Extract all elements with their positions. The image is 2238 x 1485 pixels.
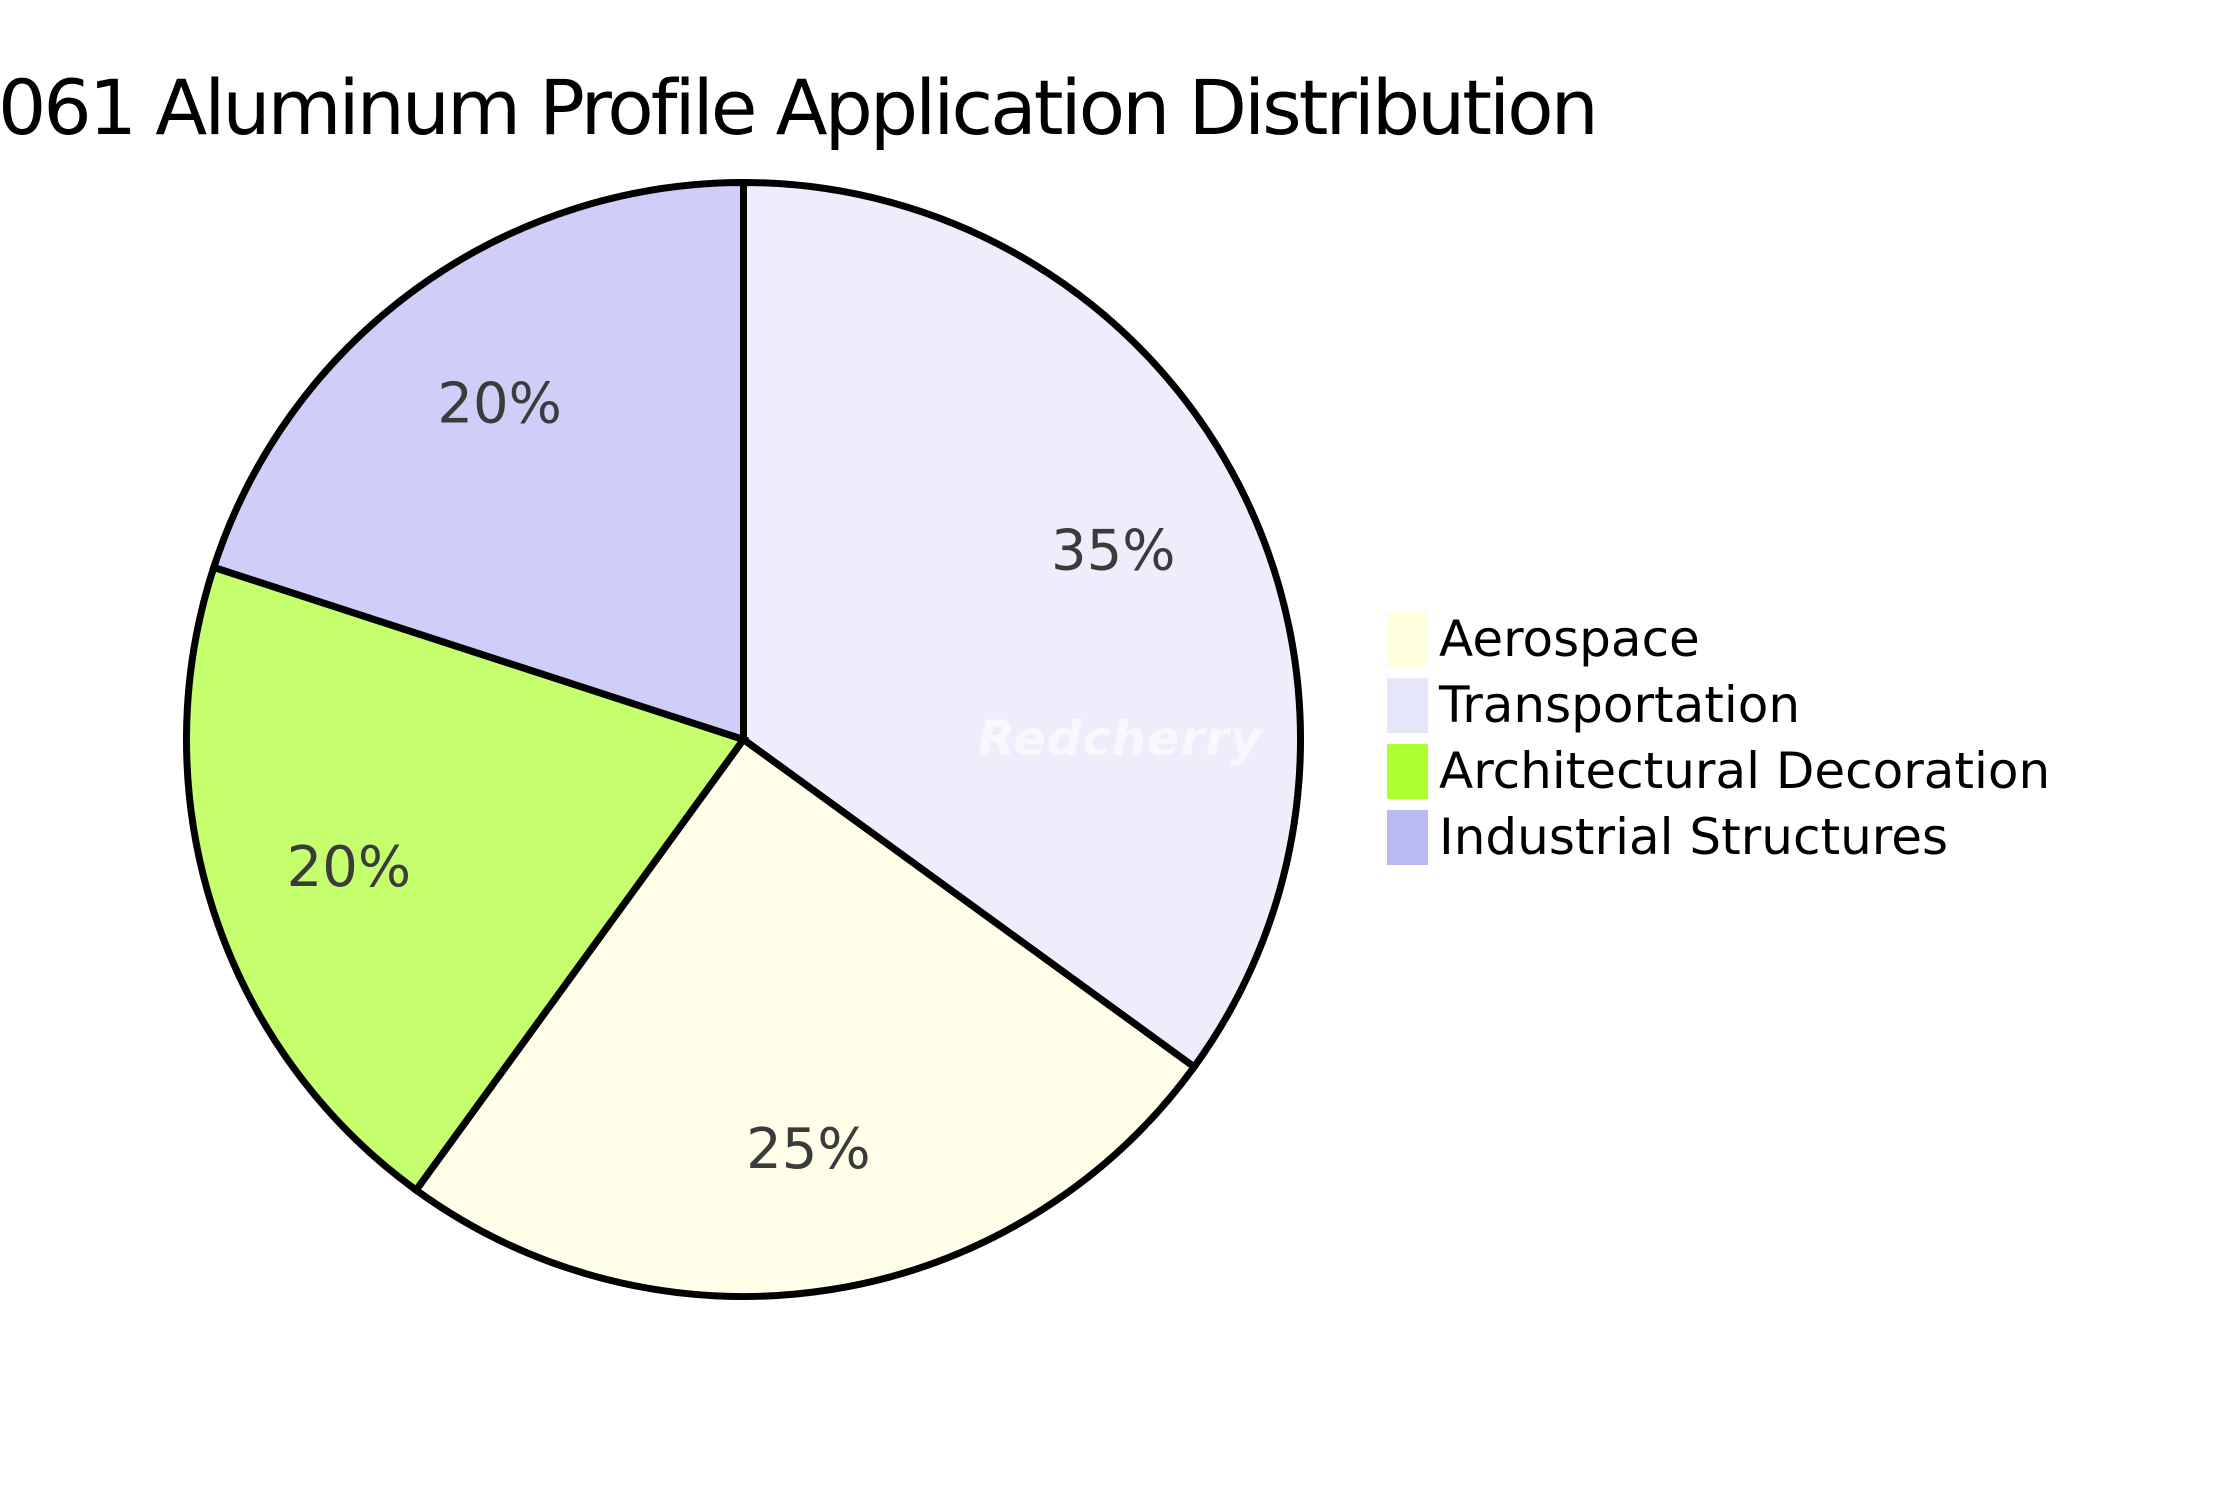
legend-swatch-industrial-structures <box>1387 809 1428 865</box>
legend-label-transportation: Transportation <box>1439 676 1801 734</box>
slice-percentage-label-aerospace: 25% <box>746 1117 870 1182</box>
pie-slice-transportation <box>740 178 1304 1072</box>
slice-percentage-label-transportation: 35% <box>1051 519 1175 584</box>
legend-swatch-architectural-decoration <box>1387 743 1428 799</box>
legend-item-industrial-structures: Industrial Structures <box>1387 804 2050 870</box>
legend-label-architectural-decoration: Architectural Decoration <box>1439 742 2051 800</box>
legend-swatch-aerospace <box>1387 611 1428 667</box>
slice-percentage-label-architectural-decoration: 20% <box>287 835 411 900</box>
slice-percentage-label-industrial-structures: 20% <box>437 371 561 436</box>
legend-item-aerospace: Aerospace <box>1387 606 2050 672</box>
pie-slice-architectural-decoration <box>182 562 750 1196</box>
legend-swatch-transportation <box>1387 677 1428 733</box>
legend-label-industrial-structures: Industrial Structures <box>1439 808 1949 866</box>
legend-label-aerospace: Aerospace <box>1439 610 1700 668</box>
legend: Aerospace Transportation Architectural D… <box>1387 606 2050 870</box>
pie-slice-aerospace <box>411 734 1200 1300</box>
pie-slice-industrial-structures <box>209 178 747 745</box>
legend-item-architectural-decoration: Architectural Decoration <box>1387 738 2050 804</box>
chart-title: 061 Aluminum Profile Application Distrib… <box>0 63 1599 152</box>
legend-item-transportation: Transportation <box>1387 672 2050 738</box>
